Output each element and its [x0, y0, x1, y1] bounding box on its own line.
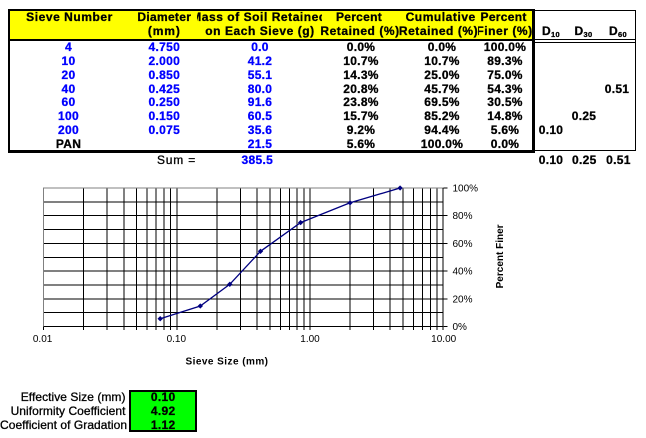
svg-text:60%: 60% — [453, 239, 473, 250]
svg-text:100%: 100% — [453, 184, 479, 195]
svg-text:20%: 20% — [453, 294, 473, 305]
svg-text:10.00: 10.00 — [431, 334, 456, 345]
svg-text:Sieve Size (mm): Sieve Size (mm) — [186, 357, 269, 368]
svg-text:0%: 0% — [453, 322, 468, 333]
svg-text:1.00: 1.00 — [300, 334, 320, 345]
svg-text:40%: 40% — [453, 267, 473, 278]
svg-text:80%: 80% — [453, 211, 473, 222]
svg-text:0.10: 0.10 — [167, 334, 187, 345]
svg-text:Percent Finer: Percent Finer — [495, 224, 506, 288]
svg-text:0.01: 0.01 — [33, 334, 53, 345]
